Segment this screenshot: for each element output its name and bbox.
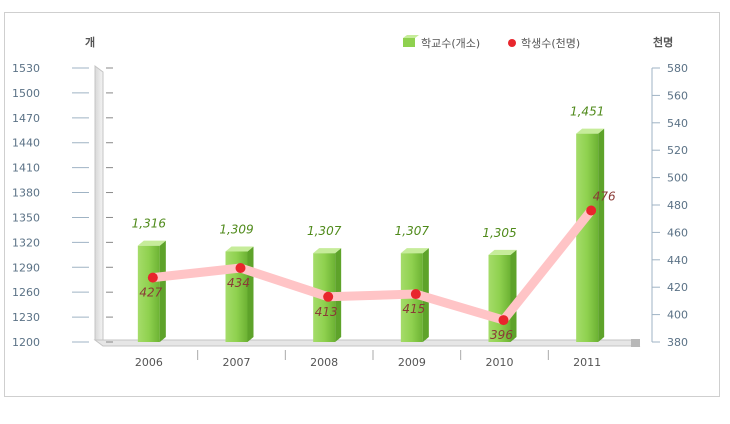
left-wall [94, 65, 104, 345]
bar-top [400, 248, 429, 254]
line-layer: 427 434 413 415 396 476 [139, 189, 616, 342]
legend-swatch-top [403, 35, 419, 38]
student-value-label: 413 [315, 305, 338, 319]
left-tick-label: 1320 [12, 236, 40, 249]
category-label: 2010 [486, 356, 514, 369]
bar [137, 245, 160, 342]
legend: 학교수(개소) 학생수(천명) [403, 35, 580, 50]
legend-swatch-schools [403, 38, 415, 47]
right-tick-label: 400 [667, 309, 688, 322]
legend-label-students: 학생수(천명) [521, 36, 580, 50]
bar-top [313, 248, 342, 254]
bar-value-label: 1,316 [132, 217, 167, 231]
chart-svg: 1530 1500 1470 1440 1410 1380 1350 1320 1290 1260… [12, 35, 688, 369]
bar [225, 251, 248, 342]
left-tick-label: 1230 [12, 311, 40, 324]
student-value-label: 396 [490, 328, 513, 342]
bar-side [247, 246, 254, 342]
right-axis-unit: 천명 [653, 35, 673, 49]
legend-label-schools: 학교수(개소) [421, 37, 480, 50]
right-tick-label: 540 [667, 117, 688, 130]
bar-value-label: 1,309 [219, 222, 253, 236]
floor [93, 339, 641, 347]
category-label: 2011 [573, 356, 601, 369]
left-tick-label: 1350 [12, 211, 40, 224]
bar [576, 133, 599, 342]
category-label: 2009 [398, 356, 426, 369]
category-label: 2008 [310, 356, 338, 369]
right-tick-label: 380 [667, 336, 688, 349]
bar-top [488, 249, 517, 255]
left-tick-label: 1440 [12, 137, 40, 150]
bar-top [225, 246, 254, 252]
legend-swatch-students [508, 39, 516, 47]
bar-top [576, 128, 605, 134]
left-tick-label: 1530 [12, 62, 40, 75]
student-point [147, 272, 158, 283]
student-point [235, 263, 246, 274]
left-axis-unit: 개 [85, 35, 95, 49]
right-tick-label: 580 [667, 62, 688, 75]
bar-side [159, 240, 166, 342]
bars-layer: 1,316 1,309 1,307 1,307 1,305 1,451 [132, 105, 605, 342]
student-value-label: 427 [139, 286, 162, 300]
bar-value-label: 1,305 [482, 226, 516, 240]
right-tick-label: 520 [667, 144, 688, 157]
category-label: 2006 [135, 356, 163, 369]
student-series-line [148, 205, 596, 325]
bar-value-label: 1,307 [307, 224, 342, 238]
right-tick-label: 480 [667, 199, 688, 212]
left-tick-label: 1500 [12, 87, 40, 100]
left-tick-label: 1260 [12, 286, 40, 299]
student-point [586, 205, 597, 216]
bar-value-label: 1,451 [570, 105, 604, 119]
category-label: 2007 [223, 356, 251, 369]
floor-end-cap [631, 339, 640, 347]
right-tick-label: 420 [667, 281, 688, 294]
axes-layer: 1530 1500 1470 1440 1410 1380 1350 1320 1290 1260… [12, 35, 688, 369]
student-value-label: 434 [227, 276, 250, 290]
bar-value-label: 1,307 [395, 224, 430, 238]
right-tick-label: 440 [667, 254, 688, 267]
student-point [498, 315, 509, 326]
left-tick-label: 1200 [12, 336, 40, 349]
bar-top [137, 240, 166, 246]
left-tick-label: 1380 [12, 187, 40, 200]
bar-side [598, 128, 605, 342]
right-tick-label: 500 [667, 172, 688, 185]
student-value-label: 415 [402, 302, 425, 316]
left-tick-label: 1410 [12, 162, 40, 175]
right-tick-label: 560 [667, 89, 688, 102]
chart-frame: 1530 1500 1470 1440 1410 1380 1350 1320 1290 1260… [4, 12, 720, 397]
student-point [323, 291, 334, 302]
student-point [410, 289, 421, 300]
student-value-label: 476 [593, 189, 616, 203]
left-tick-label: 1290 [12, 261, 40, 274]
right-tick-label: 460 [667, 226, 688, 239]
left-tick-label: 1470 [12, 112, 40, 125]
bar-side [510, 249, 517, 342]
